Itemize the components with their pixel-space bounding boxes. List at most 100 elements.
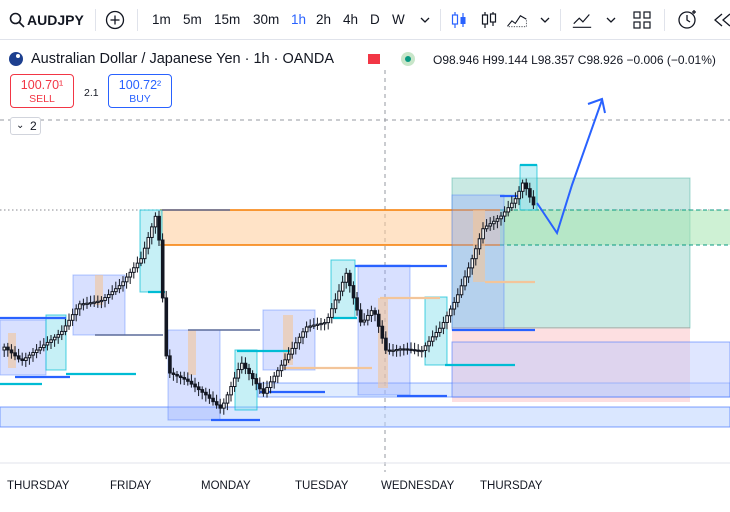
sell-label: SELL — [29, 93, 55, 105]
chevron-down-icon[interactable] — [414, 9, 436, 31]
candle-body — [13, 352, 17, 357]
replay-icon[interactable] — [710, 9, 730, 31]
interval-1d[interactable]: D — [370, 12, 380, 27]
sell-price: 100.70¹ — [20, 78, 64, 92]
indicators-icon[interactable] — [571, 9, 593, 31]
candle-body — [243, 362, 248, 369]
alert-clock-icon[interactable] — [676, 9, 698, 31]
chevron-down-icon[interactable] — [600, 9, 622, 31]
candle-body — [488, 223, 493, 227]
candle-body — [106, 294, 111, 299]
candle-body — [402, 348, 406, 351]
candle-body — [362, 319, 367, 323]
candle-body — [132, 267, 136, 273]
candle-body — [250, 373, 255, 380]
time-axis-label: MONDAY — [201, 480, 251, 492]
candle-body — [517, 190, 521, 200]
candle-body — [387, 349, 392, 352]
candle-body — [355, 297, 359, 311]
symbol-search-button[interactable]: AUDJPY — [27, 12, 84, 28]
interval-5m[interactable]: 5m — [183, 12, 202, 27]
candle-body — [193, 383, 197, 388]
candle-body — [466, 267, 471, 278]
candle-body — [240, 362, 244, 371]
candle-body — [499, 215, 503, 220]
candle-body — [528, 188, 532, 198]
buy-button[interactable]: 100.72² BUY — [108, 74, 172, 108]
candle-body — [236, 369, 241, 379]
candle-body — [477, 238, 482, 250]
price-chart[interactable] — [0, 40, 730, 472]
layout-grid-icon[interactable] — [631, 9, 653, 31]
candle-body — [56, 334, 61, 338]
candle-body — [146, 236, 151, 249]
demand-band-lower[interactable] — [0, 406, 730, 428]
candle-body — [326, 316, 331, 324]
market-status-flag-icon[interactable] — [368, 54, 380, 64]
candle-body — [24, 357, 28, 362]
candle-body — [441, 321, 446, 329]
candle-body — [391, 349, 395, 352]
candle-body — [502, 211, 507, 217]
candles-chart-type-icon[interactable] — [448, 9, 470, 31]
candle-body — [189, 380, 194, 385]
spread-value: 2.1 — [84, 87, 99, 99]
area-chart-type-icon[interactable] — [506, 9, 528, 31]
candle-body — [297, 336, 302, 344]
interval-15m[interactable]: 15m — [214, 12, 241, 27]
candle-body — [67, 319, 71, 327]
search-icon[interactable] — [8, 11, 26, 29]
candle-body — [182, 377, 187, 380]
chevron-down-icon[interactable] — [534, 9, 556, 31]
candle-body — [31, 352, 35, 356]
candle-body — [261, 388, 266, 394]
candle-body — [117, 285, 122, 290]
candle-body — [409, 348, 413, 351]
candle-body — [225, 394, 230, 404]
key-levels — [0, 163, 537, 422]
candle-body — [322, 322, 327, 325]
demand-band-upper[interactable] — [451, 341, 730, 398]
candle-body — [168, 355, 172, 374]
candle-body — [52, 336, 57, 341]
candle-body — [74, 308, 79, 316]
candle-body — [344, 272, 349, 283]
buy-price: 100.72² — [118, 78, 162, 92]
market-open-status-icon[interactable] — [401, 52, 415, 66]
sell-button[interactable]: 100.70¹ SELL — [10, 74, 74, 108]
interval-1h[interactable]: 1h — [291, 12, 307, 27]
candle-body — [492, 220, 496, 225]
time-axis-label: WEDNESDAY — [381, 480, 455, 492]
candle-body — [520, 182, 525, 192]
bar-chart-type-icon[interactable] — [478, 9, 500, 31]
indicators-collapse-button[interactable]: ⌄ 2 — [10, 117, 41, 135]
candle-body — [85, 302, 89, 305]
candle-body — [135, 262, 140, 269]
candle-body — [380, 325, 385, 339]
candle-body — [16, 355, 21, 360]
interval-30m[interactable]: 30m — [253, 12, 280, 27]
candle-body — [434, 331, 439, 338]
long-position-profit-zone[interactable] — [451, 177, 691, 329]
symbol-legend-title[interactable]: Australian Dollar / Japanese Yen · 1h · … — [31, 51, 335, 67]
supply-zone[interactable] — [160, 210, 500, 245]
candle-body — [258, 383, 262, 390]
time-axis-label: THURSDAY — [480, 480, 543, 492]
toolbar-divider — [560, 9, 561, 31]
candle-body — [423, 345, 428, 351]
candle-body — [171, 372, 176, 375]
arrow-head-icon — [587, 97, 606, 114]
interval-1w[interactable]: W — [392, 12, 405, 27]
candle-body — [157, 215, 161, 241]
candle-body — [369, 310, 374, 316]
interval-2h[interactable]: 2h — [316, 12, 332, 27]
candle-body — [2, 346, 7, 351]
interval-1m[interactable]: 1m — [152, 12, 171, 27]
projection-arrow[interactable] — [536, 99, 603, 236]
candle-body — [294, 342, 298, 349]
interval-4h[interactable]: 4h — [343, 12, 359, 27]
add-symbol-icon[interactable] — [105, 10, 125, 30]
candle-body — [265, 387, 269, 394]
candle-body — [510, 202, 514, 209]
target-zone[interactable] — [500, 210, 730, 245]
